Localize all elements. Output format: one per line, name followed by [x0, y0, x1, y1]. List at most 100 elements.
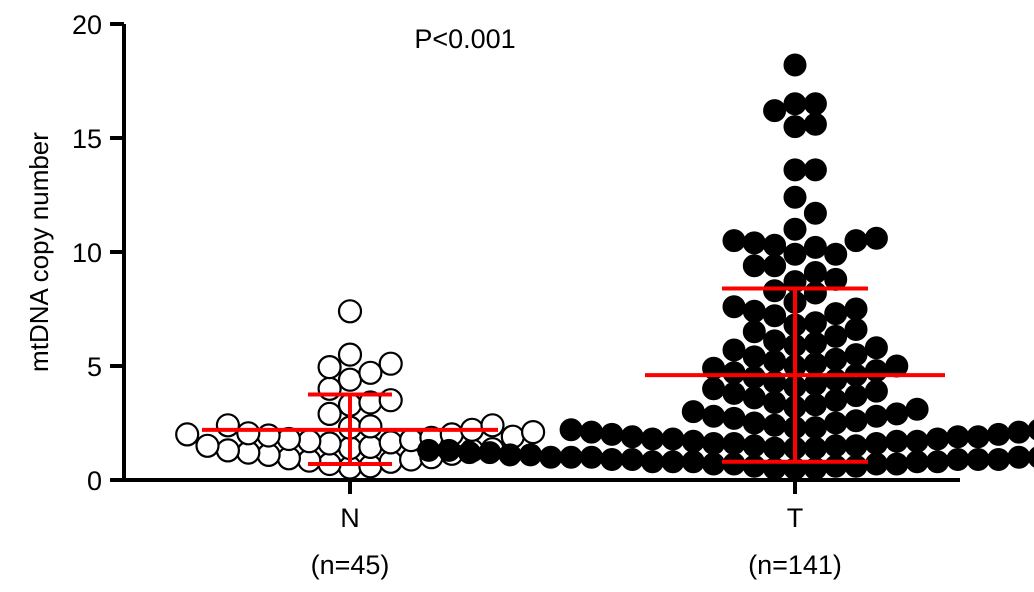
- data-point: [844, 384, 868, 408]
- data-point: [742, 454, 766, 478]
- data-point: [803, 92, 827, 116]
- data-point: [824, 434, 848, 458]
- y-tick-label: 0: [87, 466, 102, 496]
- data-point: [803, 416, 827, 440]
- data-point: [763, 279, 787, 303]
- data-point: [783, 158, 807, 182]
- data-point: [966, 425, 990, 449]
- data-point: [803, 436, 827, 460]
- data-point: [824, 242, 848, 266]
- data-point: [620, 448, 644, 471]
- data-point: [600, 422, 624, 446]
- data-point: [215, 413, 240, 438]
- data-point: [803, 112, 827, 136]
- data-point: [803, 235, 827, 259]
- data-point: [763, 254, 787, 278]
- data-point: [946, 448, 970, 471]
- data-point: [905, 397, 929, 421]
- data-point: [783, 92, 807, 116]
- data-point: [1027, 419, 1034, 441]
- data-point: [641, 450, 664, 474]
- data-points: [175, 53, 1034, 481]
- data-point: [702, 432, 726, 455]
- data-point: [824, 347, 848, 371]
- data-point: [763, 329, 787, 353]
- summary-bars: [202, 286, 945, 467]
- data-point: [864, 404, 888, 428]
- x-group-count-label: (n=141): [748, 550, 842, 580]
- y-tick-label: 15: [72, 124, 102, 154]
- x-tick-label: T: [787, 503, 804, 533]
- p-value-annotation: P<0.001: [414, 24, 515, 54]
- data-point: [378, 351, 403, 376]
- data-point: [600, 448, 624, 471]
- data-point: [317, 355, 342, 380]
- data-point: [763, 304, 787, 328]
- data-point: [742, 434, 766, 458]
- data-point: [864, 336, 888, 360]
- data-point: [905, 429, 929, 453]
- data-point: [742, 386, 766, 410]
- x-group-count-label: (n=45): [311, 550, 390, 580]
- data-point: [844, 297, 868, 321]
- y-tick-label: 5: [87, 352, 102, 382]
- data-point: [926, 427, 949, 451]
- data-point: [702, 404, 726, 428]
- data-point: [864, 432, 888, 455]
- data-point: [824, 368, 848, 392]
- data-point: [742, 411, 766, 435]
- data-point: [946, 425, 970, 449]
- y-axis-title: mtDNA copy number: [24, 132, 54, 372]
- data-point: [987, 448, 1010, 471]
- data-point: [966, 448, 990, 471]
- data-point: [722, 406, 746, 430]
- x-tick-label: N: [340, 503, 360, 533]
- data-point: [783, 185, 807, 209]
- data-point: [417, 438, 441, 462]
- data-point: [317, 401, 342, 426]
- data-point: [641, 427, 664, 451]
- data-point: [844, 454, 868, 478]
- data-point: [256, 423, 281, 448]
- data-point: [742, 345, 766, 369]
- data-point: [175, 422, 200, 447]
- data-point: [702, 377, 726, 401]
- data-point: [378, 430, 403, 455]
- data-point: [620, 425, 644, 449]
- data-point: [742, 254, 766, 278]
- data-point: [803, 393, 827, 417]
- data-point: [803, 201, 827, 225]
- data-point: [885, 429, 909, 453]
- data-point: [457, 441, 481, 465]
- data-point: [337, 342, 363, 367]
- data-point: [722, 295, 746, 319]
- data-point: [215, 438, 240, 463]
- data-point: [824, 324, 848, 348]
- data-point: [763, 436, 787, 460]
- data-point: [885, 452, 909, 476]
- data-point: [317, 431, 342, 456]
- data-point: [763, 233, 787, 257]
- data-point: [358, 360, 383, 385]
- data-point: [824, 302, 848, 326]
- data-point: [763, 349, 787, 373]
- data-point: [1007, 445, 1031, 469]
- data-point: [864, 226, 888, 250]
- axes: 0 5 10 15 20 N (n=45) T (n=141): [72, 10, 960, 580]
- data-point: [824, 411, 848, 435]
- data-point: [844, 409, 868, 433]
- data-point: [742, 299, 766, 323]
- data-point: [519, 443, 542, 467]
- data-point: [803, 281, 827, 305]
- data-point: [337, 299, 363, 324]
- data-point: [763, 413, 787, 437]
- data-point: [742, 365, 766, 389]
- data-point: [661, 450, 685, 474]
- data-point: [337, 367, 363, 392]
- data-point: [520, 420, 546, 445]
- data-point: [580, 445, 603, 469]
- data-point: [987, 422, 1010, 446]
- data-point: [702, 452, 726, 476]
- data-point: [681, 400, 705, 424]
